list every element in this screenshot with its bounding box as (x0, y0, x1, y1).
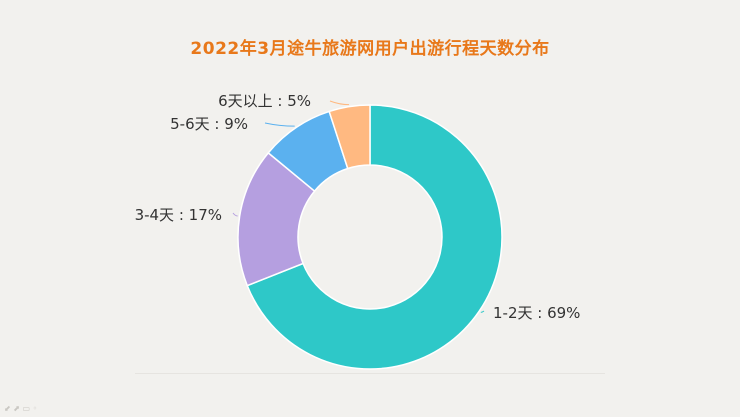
leader-line-1-2天 (480, 310, 485, 313)
leader-line-3-4天 (232, 212, 238, 217)
leader-line-5-6天 (264, 122, 295, 127)
data-label-3-4天: 3-4天 : 17% (135, 206, 222, 224)
data-label-5-6天: 5-6天 : 9% (170, 115, 248, 133)
corner-toolbar-icons: ⬋ ⬈ ▭ ◦ (4, 404, 38, 413)
data-label-6天以上: 6天以上 : 5% (218, 92, 311, 110)
slice-6天以上[interactable] (328, 104, 371, 170)
divider-line (135, 373, 605, 374)
slice-1-2天[interactable] (246, 104, 503, 370)
chart-title: 2022年3月途牛旅游网用户出游行程天数分布 (190, 39, 550, 59)
leader-line-6天以上 (329, 100, 350, 106)
data-label-1-2天: 1-2天 : 69% (493, 304, 580, 322)
